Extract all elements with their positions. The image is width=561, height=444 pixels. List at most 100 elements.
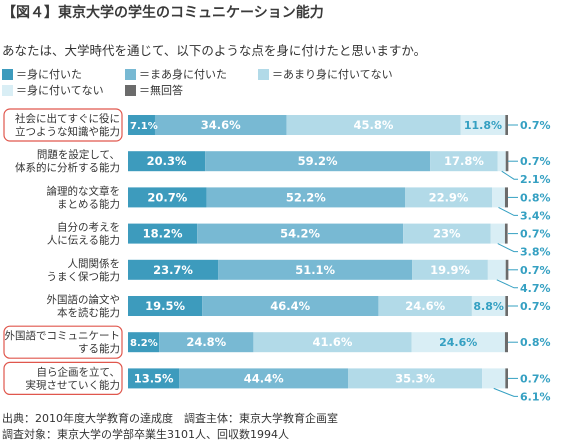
category-label: 本を読む能力 (57, 306, 120, 319)
bar-segment-1 (128, 332, 160, 353)
data-label: 11.8% (464, 119, 502, 132)
legend-label-4: 身に付いてない (27, 84, 104, 97)
data-label: 59.2% (298, 154, 338, 168)
category-label: 問題を設定して、 (37, 148, 120, 161)
bar-segment-2 (218, 259, 413, 280)
bar-segment-1 (128, 296, 203, 316)
data-label: 19.9% (430, 263, 470, 277)
bar-segment-3 (348, 368, 483, 389)
leader-line (498, 206, 518, 216)
legend-label-3: あまり身に付いてない (283, 68, 393, 81)
data-label: 52.2% (286, 190, 326, 204)
bar-segment-1 (128, 151, 206, 172)
bar-segment-5 (504, 187, 508, 208)
data-label: 44.4% (244, 371, 284, 385)
bar-segment-1 (128, 115, 155, 135)
data-label: 20.3% (147, 154, 187, 168)
bar-segment-3 (405, 187, 493, 208)
category-label: 論理的な文章を (47, 184, 121, 197)
bar-segment-3 (412, 259, 488, 280)
category-label: 立つような知識や能力 (15, 125, 120, 138)
bar-segment-4 (487, 259, 506, 280)
data-label: 17.8% (444, 154, 484, 168)
data-label: 19.5% (145, 299, 185, 313)
category-label: 自分の考えを (57, 221, 120, 234)
bar-segment-3 (286, 115, 461, 135)
data-label: 3.8% (520, 246, 551, 259)
bar-segment-3 (430, 151, 498, 172)
category-label: 自ら企画を立て、 (37, 365, 120, 378)
legend-item-1: ＝身に付いた (2, 66, 82, 82)
data-label: 24.6% (405, 299, 445, 313)
legend-item-5: ＝無回答 (125, 82, 183, 98)
bar-segment-2 (202, 296, 379, 316)
bar-segment-5 (505, 259, 509, 280)
category-label: する能力 (78, 342, 120, 355)
bar-segment-5 (505, 368, 508, 389)
legend-item-2: ＝まあ身に付いた (125, 66, 227, 82)
data-label: 8.2% (130, 338, 158, 349)
bar-segment-2 (179, 368, 349, 389)
category-label: 体系的に分析する能力 (15, 161, 120, 174)
category-label: 人間関係を (68, 258, 121, 270)
data-label: 0.8% (520, 336, 551, 349)
bar-segment-4 (490, 223, 505, 244)
bar-segment-5 (505, 115, 508, 135)
data-label: 23% (433, 227, 461, 241)
bar-segment-4 (492, 187, 505, 208)
category-label: うまく保つ能力 (47, 270, 121, 283)
legend-swatch-3 (258, 68, 269, 80)
category-label: 実現させていく能力 (26, 378, 121, 391)
bar-segment-3 (378, 296, 472, 316)
data-label: 23.7% (153, 263, 193, 277)
data-label: 51.1% (295, 263, 335, 277)
survey-question: あなたは、大学時代を通じて、以下のような点を身に付けたと思いますか。 (2, 43, 427, 58)
bar-segment-2 (206, 187, 406, 208)
bar-segment-3 (253, 332, 412, 353)
highlight-frame (3, 108, 123, 142)
data-label: 0.7% (520, 119, 551, 132)
legend-label-1: 身に付いた (27, 68, 82, 81)
category-label: 外国語でコミュニケート (5, 329, 121, 342)
data-label: 0.7% (520, 300, 551, 313)
data-label: 7.1% (130, 121, 158, 132)
chart-title: 【図４】東京大学の学生のコミュニケーション能力 (2, 5, 324, 21)
data-label: 3.4% (520, 209, 551, 222)
data-label: 13.5% (134, 371, 174, 385)
data-label: 20.7% (147, 190, 187, 204)
bar-segment-1 (128, 223, 198, 244)
leader-line (496, 279, 518, 289)
data-label: 41.6% (312, 335, 352, 349)
legend-swatch-5 (125, 84, 136, 96)
data-label: 22.9% (429, 190, 469, 204)
bar-segment-4 (482, 368, 506, 389)
bar-segment-2 (205, 151, 431, 172)
bar-segment-4 (497, 151, 506, 172)
data-label: 0.7% (520, 155, 551, 168)
bar-segment-4 (411, 332, 505, 353)
source-note: 出典：2010年度大学教育の達成度 調査主体：東京大学教育企画室 (2, 412, 338, 425)
data-label: 46.4% (270, 299, 310, 313)
data-label: 45.8% (354, 118, 394, 132)
bar-segment-4 (460, 115, 506, 135)
legend-swatch-2 (125, 68, 136, 80)
legend-item-3: ＝あまり身に付いてない (258, 66, 393, 82)
data-label: 4.7% (520, 282, 551, 295)
legend-item-4: ＝身に付いてない (2, 82, 104, 98)
data-label: 0.7% (520, 264, 551, 277)
category-label: 人に伝える能力 (47, 234, 120, 247)
leader-line (497, 243, 518, 253)
bar-segment-5 (504, 332, 508, 353)
legend-label-2: まあ身に付いた (150, 68, 227, 81)
data-label: 0.7% (520, 228, 551, 241)
highlight-frame (3, 325, 123, 359)
bar-segment-1 (128, 368, 180, 389)
category-label: まとめる能力 (57, 197, 120, 210)
data-label: 6.1% (520, 390, 551, 403)
highlight-frame (3, 361, 123, 395)
bar-segment-3 (403, 223, 491, 244)
data-label: 0.8% (520, 191, 551, 204)
bar-segment-5 (504, 223, 508, 244)
data-label: 54.2% (280, 227, 320, 241)
